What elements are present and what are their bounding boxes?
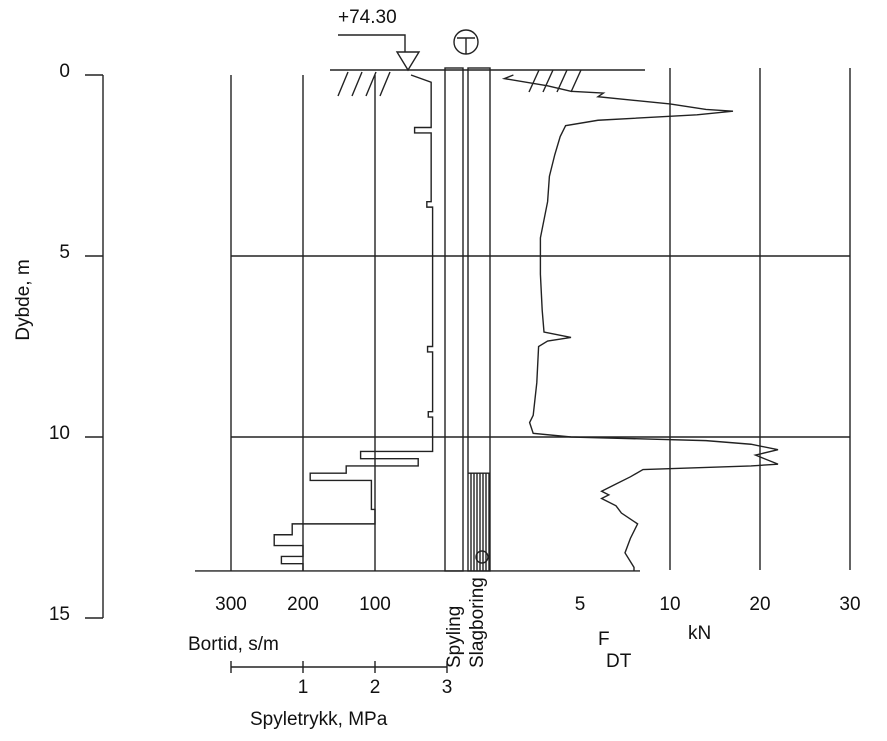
ground-hatch [337, 69, 582, 97]
y-tick-label: 0 [59, 61, 70, 82]
f-sub: DT [606, 651, 632, 672]
trace [501, 74, 779, 571]
x2-tick-label: 1 [298, 677, 309, 698]
spyling-column [444, 67, 464, 572]
x2-tick-label: 3 [442, 677, 453, 698]
elevation-leader [338, 34, 406, 52]
x-tick-label: 10 [659, 594, 680, 615]
column-label: Slagboring [467, 577, 488, 668]
x-tick-label: 20 [749, 594, 770, 615]
symbol-t [457, 37, 475, 54]
y-tick-label: 10 [49, 423, 70, 444]
x-tick-label: 30 [839, 594, 860, 615]
y-axis-label: Dybde, m [13, 259, 34, 340]
y-tick-label: 15 [49, 604, 70, 625]
x-tick-label: 100 [359, 594, 391, 615]
x2-tick-label: 2 [370, 677, 381, 698]
elevation: +74.30 [338, 7, 397, 28]
x-tick-label: 5 [575, 594, 586, 615]
y-tick-label: 5 [59, 242, 70, 263]
x2-axis-label: Spyletrykk, MPa [250, 709, 388, 730]
trace [273, 74, 434, 571]
f-unit: kN [688, 623, 711, 644]
water-triangle [395, 51, 421, 72]
column-label: Spyling [444, 606, 465, 668]
x-axis-label: Bortid, s/m [188, 634, 279, 655]
tip [475, 550, 489, 564]
f-label: F [598, 629, 610, 650]
x-tick-label: 200 [287, 594, 319, 615]
x-tick-label: 300 [215, 594, 247, 615]
